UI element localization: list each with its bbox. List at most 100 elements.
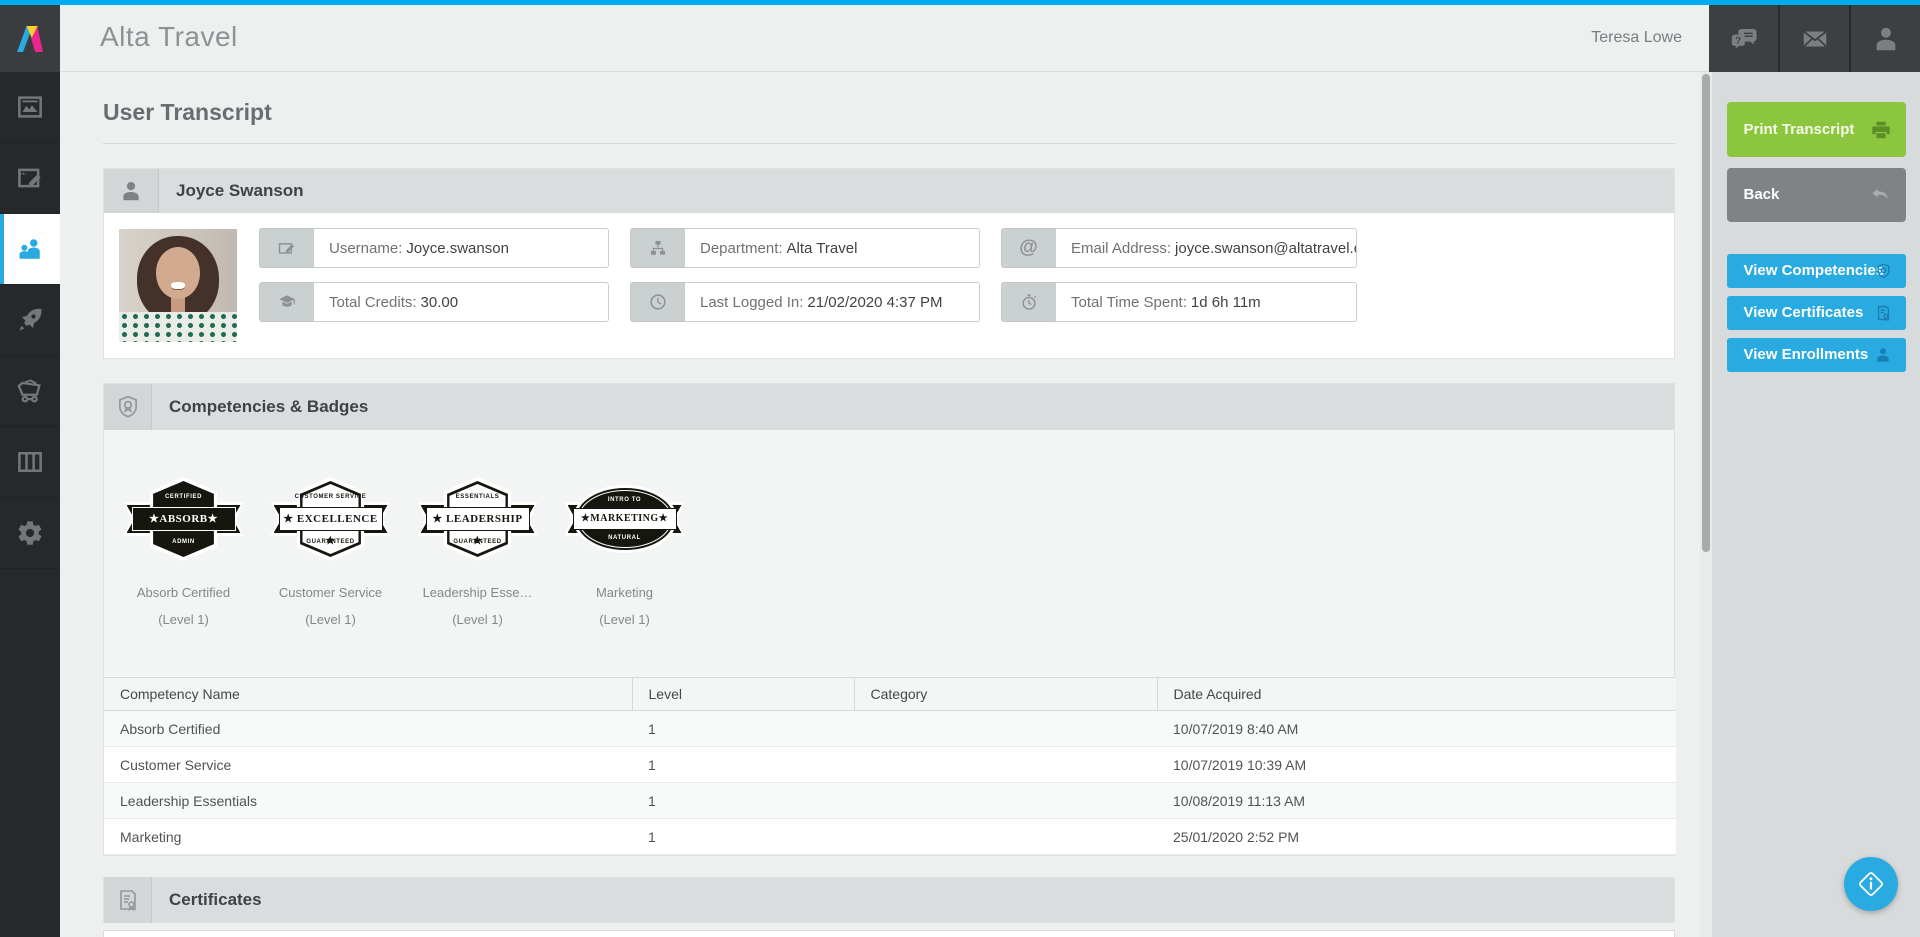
user-icon-cell [104,169,159,213]
badge-art-absorb: CERTIFIED ★ABSORB★ ADMIN [123,477,244,563]
cell-competency-name: Customer Service [104,746,632,783]
user-full-name: Joyce Swanson [176,181,304,200]
title-divider [103,143,1675,144]
cell-date-acquired: 10/08/2019 11:13 AM [1157,782,1676,819]
cell-category [854,710,1157,747]
badge-absorb-certified: CERTIFIED ★ABSORB★ ADMIN Absorb Certifie… [110,477,257,633]
col-level[interactable]: Level [632,677,855,711]
messages-button[interactable] [1780,5,1849,72]
sidebar-item-settings[interactable] [0,498,60,569]
sidebar-item-launch[interactable] [0,285,60,356]
sidebar-item-users[interactable] [0,214,60,285]
help-chat-button[interactable]: ? [1709,5,1778,72]
info-fab-button[interactable] [1844,857,1898,911]
cell-date-acquired: 25/01/2020 2:52 PM [1157,818,1676,855]
sidebar-item-dashboard[interactable] [0,72,60,143]
main-content: User Transcript Joyce Swanson [60,72,1712,937]
view-buttons-group: View Competencies View Certificates View… [1712,254,1920,372]
cell-level: 1 [632,818,854,855]
sidebar-item-reports[interactable] [0,427,60,498]
badge-caption: Absorb Certified (Level 1) [136,585,231,627]
absorb-logo-icon [17,25,43,52]
view-competencies-button[interactable]: View Competencies [1726,254,1906,288]
view-certificates-button[interactable]: View Certificates [1726,296,1906,330]
user-fields-grid: Username: Joyce.swanson Total Credits: 30 [259,228,1357,322]
last-login-icon [630,282,684,322]
messages-icon [1802,30,1827,47]
competencies-table-header-row: Competency Name Level Category Date Acqu… [104,677,1676,711]
view-enrollments-button[interactable]: View Enrollments [1726,338,1906,372]
absorb-logo[interactable] [0,5,60,72]
badge-caption: Marketing (Level 1) [595,585,654,627]
competency-shield-icon [118,395,137,418]
print-icon [1871,121,1890,138]
scrollbar-thumb[interactable] [1702,74,1710,552]
cell-date-acquired: 10/07/2019 8:40 AM [1157,710,1676,747]
username-value: Username: Joyce.swanson [313,228,609,268]
email-value: Email Address: joyce.swanson@altatravel.c… [1055,228,1357,268]
sidebar-item-courses[interactable] [0,143,60,214]
user-card-body: Username: Joyce.swanson Total Credits: 30 [104,213,1674,358]
table-row[interactable]: Customer Service 1 10/07/2019 10:39 AM [104,746,1676,783]
competencies-section: Competencies & Badges CERTIFIED ★ABSORB★… [103,383,1676,856]
cell-category [854,746,1157,783]
col-competency-name[interactable]: Competency Name [104,677,633,711]
profile-button[interactable] [1851,5,1920,72]
department-icon [630,228,684,268]
department-value: Department: Alta Travel [684,228,980,268]
launch-rocket-icon [19,308,42,331]
courses-icon [18,168,41,188]
badge-leadership: ESSENTIALS ★ LEADERSHIP ★ GUARANTEED Lea… [404,477,551,633]
certificate-icon-cell [104,877,152,923]
table-row[interactable]: Absorb Certified 1 10/07/2019 8:40 AM [104,710,1676,747]
print-transcript-button[interactable]: Print Transcript [1726,102,1906,157]
cell-competency-name: Leadership Essentials [104,782,632,819]
competencies-table-body: Absorb Certified 1 10/07/2019 8:40 AM Cu… [104,710,1676,855]
competencies-table: Competency Name Level Category Date Acqu… [104,677,1676,855]
total-time-spent-value: Total Time Spent: 1d 6h 11m [1055,282,1357,322]
field-email: @ Email Address: joyce.swanson@altatravel… [1001,228,1357,268]
svg-text:?: ? [1735,35,1741,45]
profile-icon [1876,27,1895,50]
cell-category [854,782,1157,819]
action-rail: Print Transcript Back View Competencies [1712,72,1920,937]
user-icon [123,182,139,201]
info-diamond-icon [1859,872,1883,896]
total-credits-value: Total Credits: 30.00 [313,282,609,322]
cell-level: 1 [632,746,854,783]
field-total-time-spent: Total Time Spent: 1d 6h 11m [1001,282,1357,322]
col-date-acquired[interactable]: Date Acquired [1157,677,1676,711]
badge-art-leadership: ESSENTIALS ★ LEADERSHIP ★ GUARANTEED [417,477,538,563]
competencies-section-title: Competencies & Badges [169,397,369,416]
cell-category [854,818,1157,855]
certificates-section-title: Certificates [169,890,262,909]
table-row[interactable]: Leadership Essentials 1 10/08/2019 11:13… [104,782,1676,819]
help-chat-icon: ? [1731,28,1756,49]
view-competencies-icon [1876,263,1890,279]
field-department: Department: Alta Travel [630,228,980,268]
dashboard-icon [18,96,42,118]
view-enrollments-icon [1876,348,1889,362]
table-row[interactable]: Marketing 1 25/01/2020 2:52 PM [104,818,1676,855]
logged-in-user[interactable]: Teresa Lowe [1591,29,1682,46]
email-icon: @ [1001,228,1055,268]
cell-date-acquired: 10/07/2019 10:39 AM [1157,746,1676,783]
time-spent-icon [1001,282,1055,322]
cell-level: 1 [632,710,854,747]
users-icon [19,239,40,259]
col-category[interactable]: Category [854,677,1158,711]
top-accent-strip [0,0,1920,5]
certificates-section: Certificates [103,877,1675,937]
back-button[interactable]: Back [1726,168,1906,222]
field-last-logged-in: Last Logged In: 21/02/2020 4:37 PM [630,282,980,322]
sidebar-item-ecommerce[interactable] [0,356,60,427]
field-total-credits: Total Credits: 30.00 [259,282,609,322]
competencies-section-header: Competencies & Badges [104,384,1674,430]
badge-customer-service: CUSTOMER SERVICE ★ EXCELLENCE ★ GUARANTE… [257,477,404,633]
settings-gear-icon [18,521,42,545]
page-title: User Transcript [103,99,272,125]
badges-row: CERTIFIED ★ABSORB★ ADMIN Absorb Certifie… [104,430,1674,633]
badge-art-marketing: INTRO TO ★MARKETING★ NATURAL [564,477,685,563]
main-scrollbar[interactable] [1700,72,1712,937]
